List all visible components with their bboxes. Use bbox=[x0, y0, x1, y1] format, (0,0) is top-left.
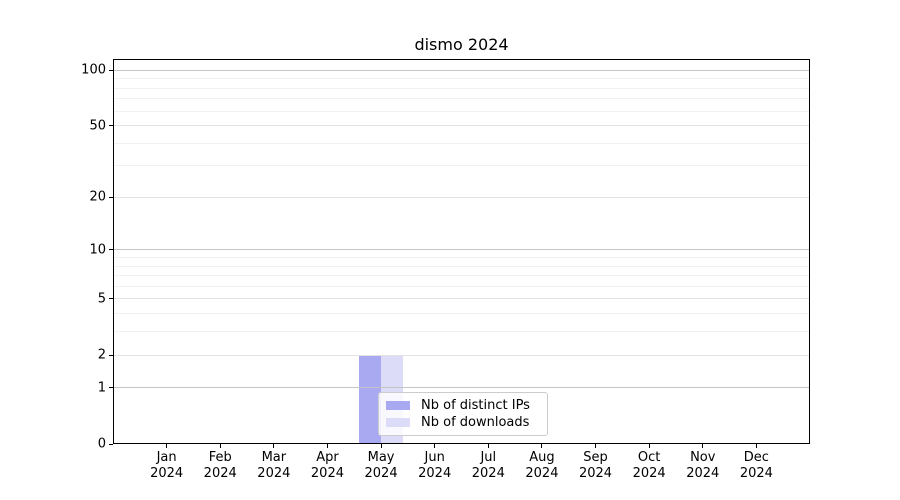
y-tick-label: 20 bbox=[89, 189, 106, 205]
y-tick-label: 2 bbox=[97, 347, 106, 363]
minor-gridline bbox=[113, 257, 810, 258]
x-tick-label: Nov 2024 bbox=[686, 450, 720, 481]
x-tick-mark bbox=[380, 444, 382, 448]
minor-gridline bbox=[113, 265, 810, 267]
y-tick-mark bbox=[109, 249, 113, 251]
y-tick-mark bbox=[109, 443, 113, 445]
y-tick-mark bbox=[109, 298, 113, 300]
chart-title: dismo 2024 bbox=[414, 35, 509, 54]
mid-gridline bbox=[113, 354, 810, 356]
minor-gridline bbox=[113, 313, 810, 315]
y-tick-label: 100 bbox=[81, 62, 106, 78]
x-tick-label: Oct 2024 bbox=[632, 450, 666, 481]
legend-swatch-downloads bbox=[386, 418, 410, 427]
x-tick-mark bbox=[541, 444, 543, 448]
x-tick-mark bbox=[434, 444, 436, 448]
mid-gridline bbox=[113, 196, 810, 198]
legend-item-distinct-ips: Nb of distinct IPs bbox=[386, 397, 540, 414]
x-tick-mark bbox=[648, 444, 650, 448]
minor-gridline bbox=[113, 285, 810, 287]
minor-gridline bbox=[113, 142, 810, 144]
x-tick-mark bbox=[166, 444, 168, 448]
major-gridline bbox=[113, 249, 810, 251]
bar-nb-of-distinct-ips bbox=[359, 355, 382, 444]
x-tick-label: Jun 2024 bbox=[418, 450, 452, 481]
x-tick-label: Mar 2024 bbox=[257, 450, 291, 481]
x-tick-label: Apr 2024 bbox=[310, 450, 344, 481]
minor-gridline bbox=[113, 87, 810, 89]
x-tick-mark bbox=[219, 444, 221, 448]
mid-gridline bbox=[113, 125, 810, 127]
x-tick-label: Sep 2024 bbox=[578, 450, 613, 481]
x-tick-label: Jan 2024 bbox=[150, 450, 184, 481]
minor-gridline bbox=[113, 98, 810, 100]
y-tick-mark bbox=[109, 387, 113, 389]
major-gridline bbox=[113, 69, 810, 71]
minor-gridline bbox=[113, 78, 810, 80]
x-tick-mark bbox=[595, 444, 597, 448]
legend-label-downloads: Nb of downloads bbox=[421, 415, 530, 430]
minor-gridline bbox=[113, 331, 810, 333]
major-gridline bbox=[113, 387, 810, 389]
minor-gridline bbox=[113, 165, 810, 167]
x-tick-mark bbox=[755, 444, 757, 448]
y-tick-label: 1 bbox=[97, 380, 106, 396]
gridlines-layer bbox=[113, 59, 810, 444]
x-tick-mark bbox=[273, 444, 275, 448]
x-tick-label: Dec 2024 bbox=[739, 450, 773, 481]
x-tick-label: Feb 2024 bbox=[203, 450, 237, 481]
legend-item-downloads: Nb of downloads bbox=[386, 414, 540, 431]
y-tick-label: 0 bbox=[97, 436, 106, 452]
minor-gridline bbox=[113, 275, 810, 277]
y-tick-label: 5 bbox=[97, 291, 106, 307]
x-tick-mark bbox=[326, 444, 328, 448]
x-tick-label: Aug 2024 bbox=[525, 450, 559, 481]
x-tick-label: May 2024 bbox=[364, 450, 398, 481]
mid-gridline bbox=[113, 298, 810, 300]
x-tick-mark bbox=[487, 444, 489, 448]
y-tick-mark bbox=[109, 354, 113, 356]
legend-label-distinct-ips: Nb of distinct IPs bbox=[421, 398, 530, 413]
x-tick-mark bbox=[702, 444, 704, 448]
legend: Nb of distinct IPs Nb of downloads bbox=[378, 392, 548, 436]
y-tick-label: 10 bbox=[89, 242, 106, 258]
x-tick-label: Jul 2024 bbox=[471, 450, 505, 481]
plot-area: Nb of distinct IPs Nb of downloads bbox=[113, 59, 810, 444]
legend-swatch-distinct-ips bbox=[386, 401, 410, 410]
y-tick-mark bbox=[109, 196, 113, 198]
minor-gridline bbox=[113, 110, 810, 112]
y-tick-mark bbox=[109, 125, 113, 127]
y-tick-mark bbox=[109, 69, 113, 71]
y-tick-label: 50 bbox=[89, 118, 106, 134]
